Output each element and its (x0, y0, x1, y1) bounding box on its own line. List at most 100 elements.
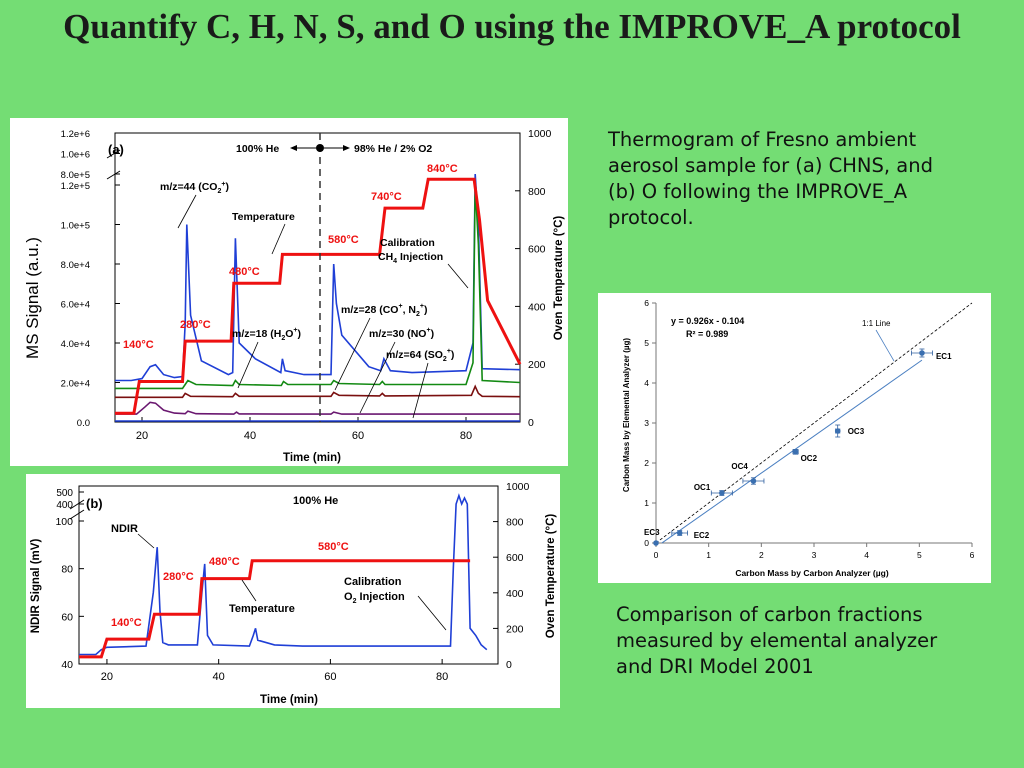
x-tick-label: 40 (244, 430, 256, 442)
caption-thermogram: Thermogram of Fresno ambient aerosol sam… (608, 128, 933, 229)
y2-tick-label: 600 (528, 244, 546, 256)
annotation-temperature: Temperature (232, 211, 295, 223)
series-line-m-z-44-co2- (115, 173, 521, 382)
y2-axis-label-a: Oven Temperature (°C) (553, 216, 565, 341)
annotation-so2: m/z=64 (SO2+) (386, 348, 454, 363)
thermogram-a-chart: 20 40 60 80 0.0 2.0e+4 4.0e+4 6.0e+4 8.0e+4 1.0e+… (23, 128, 565, 464)
gas-label-b: 100% He (293, 495, 338, 507)
x-tick-label: 20 (101, 671, 113, 683)
temp-label-580: 580°C (328, 234, 359, 246)
panel-label-a: (a) (108, 142, 124, 157)
x-tick-label: 6 (970, 550, 975, 560)
x-axis-label-a: Time (min) (283, 452, 341, 464)
data-point-ec2 (676, 530, 683, 536)
gas-label-he: 100% He (236, 143, 279, 155)
temp-label-b-480: 480°C (209, 556, 240, 568)
y-tick-label: 4.0e+4 (61, 339, 90, 350)
y-tick-label: 0.0 (77, 418, 90, 429)
y-tick-label: 2.0e+4 (61, 379, 90, 390)
data-point-oc3 (834, 428, 841, 434)
temp-label-480: 480°C (229, 266, 260, 278)
annotation-co-n2: m/z=28 (CO+, N2+) (341, 303, 428, 318)
y2-tick-label: 1000 (506, 481, 530, 493)
y-tick-label: 60 (61, 611, 73, 623)
data-label-oc1: OC1 (694, 483, 711, 492)
axis-break-a (106, 170, 121, 180)
x-tick-label: 20 (136, 430, 148, 442)
y-tick-label: 3 (644, 418, 649, 428)
thermogram-a-frame (114, 132, 521, 423)
y-tick-label: 1.2e+5 (61, 181, 90, 192)
gas-arrow-right-head (343, 145, 350, 151)
temp-label-b-280: 280°C (163, 571, 194, 583)
y2-tick-label: 600 (506, 552, 524, 564)
y-tick-label: 1.0e+5 (61, 221, 90, 232)
y-tick-label: 400 (56, 500, 73, 511)
axis-break-b (69, 509, 85, 520)
y-tick-label: 4 (644, 378, 649, 388)
annotation-leader (417, 595, 447, 631)
y-tick-label: 80 (61, 564, 73, 576)
x-tick-label: 2 (759, 550, 764, 560)
y-axis-label-c: Carbon Mass by Elemental Analyzer (µg) (622, 338, 631, 492)
temp-label-740: 740°C (371, 191, 402, 203)
data-label-ec3: EC3 (644, 528, 660, 537)
data-point-ec3 (653, 540, 659, 546)
x-tick-label: 80 (460, 430, 472, 442)
x-tick-label: 5 (917, 550, 922, 560)
annotation-calibration-b: Calibration (344, 576, 402, 588)
series-line-temperature (79, 559, 471, 659)
series-line-m-z-64-so2- (115, 401, 520, 415)
x-axis-label-b: Time (min) (260, 694, 318, 706)
reference-line-label: 1:1 Line (862, 319, 891, 328)
temp-label-b-580: 580°C (318, 541, 349, 553)
annotation-ndir: NDIR (111, 523, 138, 535)
fit-r2: R² = 0.989 (686, 329, 728, 339)
data-point-oc4 (750, 478, 757, 484)
series-line-m-z-18-h2o- (115, 184, 521, 390)
x-tick-label: 3 (812, 550, 817, 560)
y2-axis-label-b: Oven Temperature (°C) (545, 514, 557, 639)
annotation-leader (334, 317, 371, 391)
y-axis-label-a: MS Signal (a.u.) (23, 237, 42, 359)
y-tick-label: 0 (644, 538, 649, 548)
data-point-oc2 (792, 449, 799, 455)
x-tick-label: 4 (864, 550, 869, 560)
caption-comparison: Comparison of carbon fractions measured … (616, 603, 938, 678)
annotation-leader (137, 533, 155, 549)
temp-label-140: 140°C (123, 339, 154, 351)
annotation-o2: O2 Injection (344, 591, 405, 605)
y-tick-label: 8.0e+4 (61, 260, 90, 271)
annotation-leader (177, 194, 197, 229)
y2-tick-label: 800 (528, 186, 546, 198)
series-line-temperature (115, 177, 522, 415)
y-tick-label: 1 (644, 498, 649, 508)
temp-label-840: 840°C (427, 163, 458, 175)
annotation-leader (359, 341, 396, 414)
data-point-oc1 (719, 490, 725, 496)
thermogram-b-frame (78, 485, 499, 665)
y2-tick-label: 400 (506, 588, 524, 600)
reference-line (655, 302, 973, 544)
data-label-ec1: EC1 (936, 352, 952, 361)
data-label-ec2: EC2 (694, 531, 710, 540)
x-tick-label: 40 (213, 671, 225, 683)
y2-tick-label: 200 (528, 359, 546, 371)
x-axis-label-c: Carbon Mass by Carbon Analyzer (µg) (735, 568, 889, 578)
y2-tick-label: 800 (506, 517, 524, 529)
slide-title: Quantify C, H, N, S, and O using the IMP… (63, 7, 961, 46)
y-tick-label: 6 (644, 298, 649, 308)
x-tick-label: 80 (436, 671, 448, 683)
y-tick-label: 6.0e+4 (61, 300, 90, 311)
data-point-ec1 (919, 350, 925, 356)
annotation-leader (271, 223, 286, 255)
temp-label-b-140: 140°C (111, 617, 142, 629)
data-label-oc4: OC4 (731, 462, 748, 471)
x-tick-label: 60 (324, 671, 336, 683)
y-tick-label: 40 (61, 659, 73, 671)
thermogram-b-chart: 20 40 60 8040608010040050002004006008001000… (30, 481, 557, 706)
comparison-panel: 0 1 2 3 4 5 6 0 1 2 3 4 5 6 EC3 EC2 OC1 OC4 OC2 OC3 EC1 y =… (598, 293, 991, 583)
annotation-leader (241, 579, 257, 602)
data-label-oc2: OC2 (801, 454, 818, 463)
comparison-chart: 0 1 2 3 4 5 6 0 1 2 3 4 5 6 EC3 EC2 OC1 OC4 OC2 OC3 EC1 y =… (622, 298, 975, 578)
